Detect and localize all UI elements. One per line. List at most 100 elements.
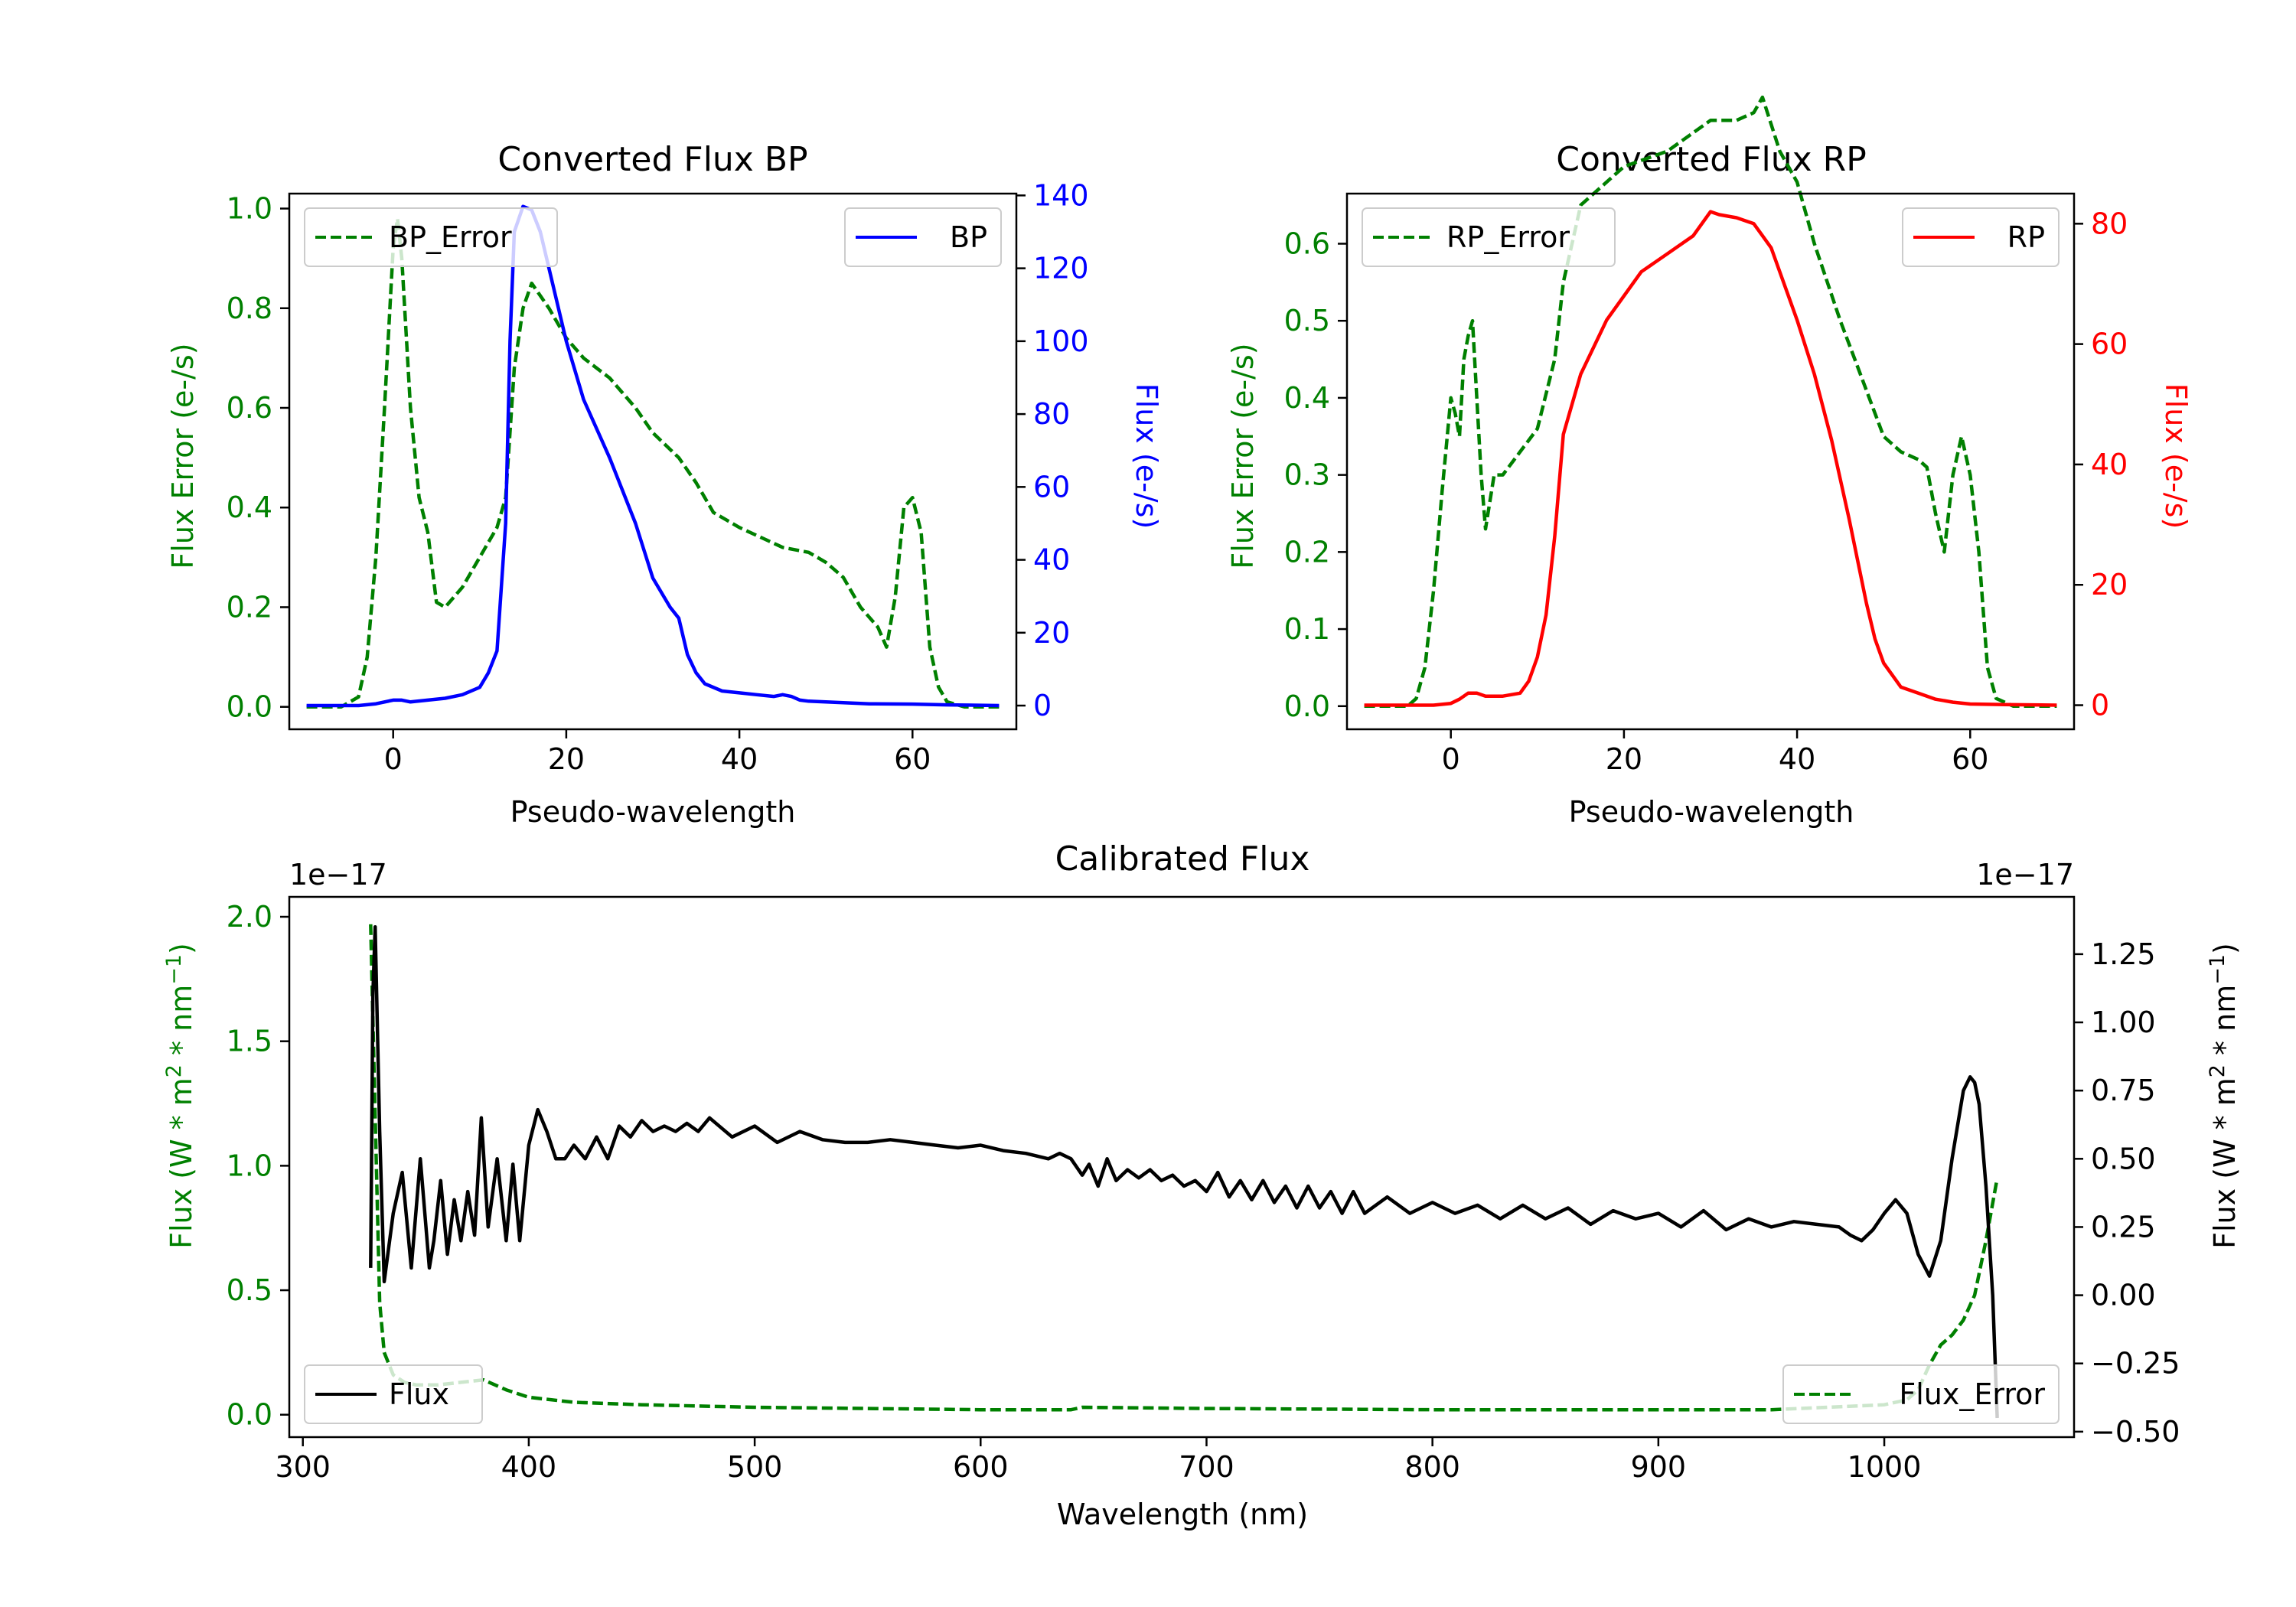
rp-legend-flux-label: RP xyxy=(2007,220,2045,254)
bp-left-ytick-label: 0.2 xyxy=(227,590,272,624)
rp-xtick-label: 60 xyxy=(1952,742,1988,776)
cal-xtick-label: 900 xyxy=(1631,1450,1687,1484)
cal-legend-flux-box xyxy=(304,1364,483,1424)
cal-right-ytick-label: 0.50 xyxy=(2091,1142,2156,1175)
cal-right-ytick-label: −0.50 xyxy=(2091,1415,2180,1449)
bp-right-ytick-label: 40 xyxy=(1033,543,1070,577)
bp-series-bp xyxy=(306,204,1000,708)
bp-legend-error: BP_Error xyxy=(304,207,558,267)
rp-left-ytick-label: 0.4 xyxy=(1284,381,1330,415)
bp-left-ylabel: Flux Error (e-/s) xyxy=(166,343,200,569)
cal-left-scale: 1e−17 xyxy=(289,858,387,892)
bp-xtick-label: 0 xyxy=(384,742,403,776)
cal-left-ytick-label: 1.0 xyxy=(227,1149,272,1182)
cal-xtick-label: 300 xyxy=(275,1450,331,1484)
cal-legend-error: Flux_Error xyxy=(1782,1364,2060,1424)
rp-legend-flux: RP xyxy=(1902,207,2060,267)
cal-xtick-label: 800 xyxy=(1404,1450,1460,1484)
cal-right-ytick-label: 0.00 xyxy=(2091,1279,2156,1312)
rp-left-ylabel: Flux Error (e-/s) xyxy=(1226,343,1260,569)
rp-xtick-label: 40 xyxy=(1779,742,1815,776)
cal-right-ytick-label: 1.25 xyxy=(2091,937,2156,971)
cal-right-ylabel: Flux (W * m2 * nm−1) xyxy=(2206,943,2242,1249)
rp-left-ytick-label: 0.2 xyxy=(1284,535,1330,569)
rp-left-ytick-label: 0.6 xyxy=(1284,227,1330,260)
rp-left-ytick-label: 0.5 xyxy=(1284,304,1330,337)
bp-right-ytick-label: 60 xyxy=(1033,470,1070,504)
cal-data-layer: 300 400 500 600 700 800 900 1000 0.0 0.5 1.0 1.5 2.0… xyxy=(227,900,2180,1484)
bp-xtick-label: 40 xyxy=(721,742,758,776)
rp-xtick-label: 20 xyxy=(1606,742,1642,776)
rp-legend-error-box xyxy=(1362,207,1616,267)
bp-data-layer: 0 20 40 60 0.0 0.2 0.4 0.6 0.8 1.0 0 20 40 60 80 100 120… xyxy=(227,178,1089,776)
bp-legend-flux: BP xyxy=(844,207,1002,267)
rp-xtick-label: 0 xyxy=(1442,742,1460,776)
rp-right-ytick-label: 20 xyxy=(2091,568,2128,601)
rp-series-rp-error xyxy=(1364,95,2057,709)
bp-left-ytick-label: 0.6 xyxy=(227,391,272,425)
cal-xtick-label: 1000 xyxy=(1848,1450,1922,1484)
cal-left-ytick-label: 0.0 xyxy=(227,1398,272,1432)
bp-right-ytick-label: 120 xyxy=(1033,252,1089,285)
rp-panel: Converted Flux RP Pseudo-wavelength Flux… xyxy=(1226,95,2193,829)
bp-legend-error-box xyxy=(304,207,558,267)
bp-right-ylabel: Flux (e-/s) xyxy=(1130,383,1163,529)
cal-series-flux-error xyxy=(369,924,1999,1412)
bp-xtick-label: 60 xyxy=(894,742,931,776)
cal-right-ytick-label: 0.75 xyxy=(2091,1074,2156,1107)
cal-left-ylabel: Flux (W * m2 * nm−1) xyxy=(162,943,198,1249)
cal-xtick-label: 500 xyxy=(727,1450,783,1484)
bp-left-ytick-label: 0.8 xyxy=(227,292,272,325)
rp-left-ytick-label: 0.0 xyxy=(1284,689,1330,723)
rp-left-ytick-label: 0.3 xyxy=(1284,458,1330,492)
rp-right-ytick-label: 60 xyxy=(2091,328,2128,361)
bp-panel: Converted Flux BP Pseudo-wavelength Flux… xyxy=(166,140,1163,829)
cal-legend-flux-label: Flux xyxy=(389,1377,449,1411)
rp-axes-frame xyxy=(1345,192,2076,731)
bp-xlabel: Pseudo-wavelength xyxy=(510,795,796,829)
bp-left-ytick-label: 0.0 xyxy=(227,690,272,724)
cal-right-scale: 1e−17 xyxy=(1976,858,2074,892)
cal-right-ytick-label: 1.00 xyxy=(2091,1006,2156,1039)
bp-legend-error-label: BP_Error xyxy=(389,220,512,254)
bp-right-ytick-label: 20 xyxy=(1033,616,1070,650)
bp-title: Converted Flux BP xyxy=(497,140,807,179)
cal-xlabel: Wavelength (nm) xyxy=(1057,1498,1308,1531)
bp-right-ytick-label: 100 xyxy=(1033,324,1089,358)
cal-legend-flux: Flux xyxy=(304,1364,483,1424)
cal-right-ytick-label: −0.25 xyxy=(2091,1347,2180,1380)
bp-xtick-label: 20 xyxy=(548,742,585,776)
bp-series-bp-error xyxy=(306,217,1000,709)
cal-panel: Calibrated Flux Wavelength (nm) 1e−17 1e… xyxy=(162,839,2242,1531)
rp-right-ytick-label: 0 xyxy=(2091,689,2109,722)
bp-axes-frame xyxy=(288,192,1018,731)
cal-legend-error-box xyxy=(1782,1364,2060,1424)
rp-legend-flux-box xyxy=(1902,207,2060,267)
cal-xtick-label: 600 xyxy=(953,1450,1009,1484)
rp-series-rp xyxy=(1364,210,2057,707)
rp-legend-error: RP_Error xyxy=(1362,207,1616,267)
cal-legend-error-label: Flux_Error xyxy=(1899,1377,2045,1411)
rp-right-ylabel: Flux (e-/s) xyxy=(2159,383,2193,529)
cal-xtick-label: 400 xyxy=(501,1450,557,1484)
cal-right-ytick-label: 0.25 xyxy=(2091,1210,2156,1244)
rp-title: Converted Flux RP xyxy=(1556,140,1867,179)
rp-right-ytick-label: 40 xyxy=(2091,448,2128,481)
bp-right-ytick-label: 140 xyxy=(1033,178,1089,212)
bp-right-ytick-label: 80 xyxy=(1033,397,1070,431)
bp-left-ytick-label: 0.4 xyxy=(227,491,272,524)
bp-right-ytick-label: 0 xyxy=(1033,689,1052,722)
bp-legend-flux-box xyxy=(844,207,1002,267)
rp-data-layer: 0 20 40 60 0.0 0.1 0.2 0.3 0.4 0.5 0.6 0 20 40 60 80 xyxy=(1284,95,2128,776)
rp-legend-error-label: RP_Error xyxy=(1446,220,1570,254)
cal-left-ytick-label: 1.5 xyxy=(227,1025,272,1058)
rp-xlabel: Pseudo-wavelength xyxy=(1569,795,1854,829)
cal-xtick-label: 700 xyxy=(1179,1450,1234,1484)
bp-legend-flux-label: BP xyxy=(950,220,987,254)
bp-left-ytick-label: 1.0 xyxy=(227,192,272,226)
rp-right-ytick-label: 80 xyxy=(2091,207,2128,240)
cal-title: Calibrated Flux xyxy=(1055,839,1310,878)
cal-series-flux xyxy=(369,924,1999,1419)
cal-axes-frame xyxy=(288,895,2076,1439)
